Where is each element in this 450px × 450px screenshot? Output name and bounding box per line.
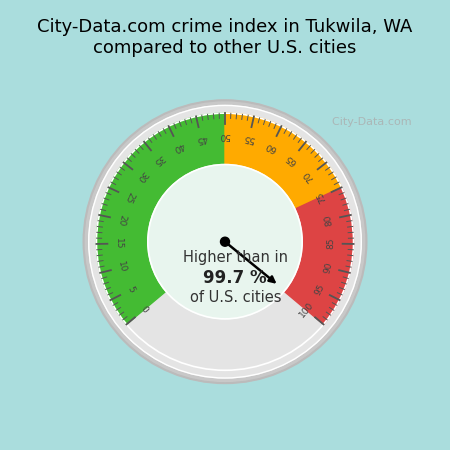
Text: 25: 25 [122, 190, 135, 204]
Text: 15: 15 [114, 238, 124, 249]
Text: 99.7 %: 99.7 % [203, 269, 267, 287]
Text: 65: 65 [284, 152, 299, 166]
Text: Higher than in: Higher than in [183, 250, 288, 265]
Text: 5: 5 [125, 285, 136, 294]
Text: 45: 45 [194, 133, 208, 144]
Text: City-Data.com crime index in Tukwila, WA
compared to other U.S. cities: City-Data.com crime index in Tukwila, WA… [37, 18, 413, 57]
Circle shape [84, 100, 366, 383]
Text: 30: 30 [135, 169, 148, 184]
Circle shape [220, 237, 230, 246]
Wedge shape [284, 187, 354, 324]
Wedge shape [225, 113, 342, 209]
Text: 80: 80 [323, 213, 334, 226]
Text: of U.S. cities: of U.S. cities [189, 289, 281, 305]
Text: 85: 85 [326, 238, 336, 249]
Text: 0: 0 [139, 305, 149, 315]
Wedge shape [96, 113, 225, 324]
Text: 70: 70 [302, 169, 315, 184]
Circle shape [89, 105, 361, 378]
Text: 20: 20 [116, 213, 127, 226]
Text: 60: 60 [264, 140, 279, 153]
Text: 50: 50 [219, 131, 231, 140]
Text: 95: 95 [313, 283, 326, 297]
Text: 100: 100 [297, 301, 315, 320]
Text: 10: 10 [116, 261, 128, 274]
Text: 55: 55 [242, 133, 256, 144]
Text: 40: 40 [171, 140, 185, 153]
Circle shape [148, 165, 302, 319]
Text: 90: 90 [322, 261, 334, 274]
Text: 75: 75 [315, 190, 328, 204]
Text: 35: 35 [151, 152, 166, 166]
Text: City-Data.com: City-Data.com [325, 117, 411, 127]
